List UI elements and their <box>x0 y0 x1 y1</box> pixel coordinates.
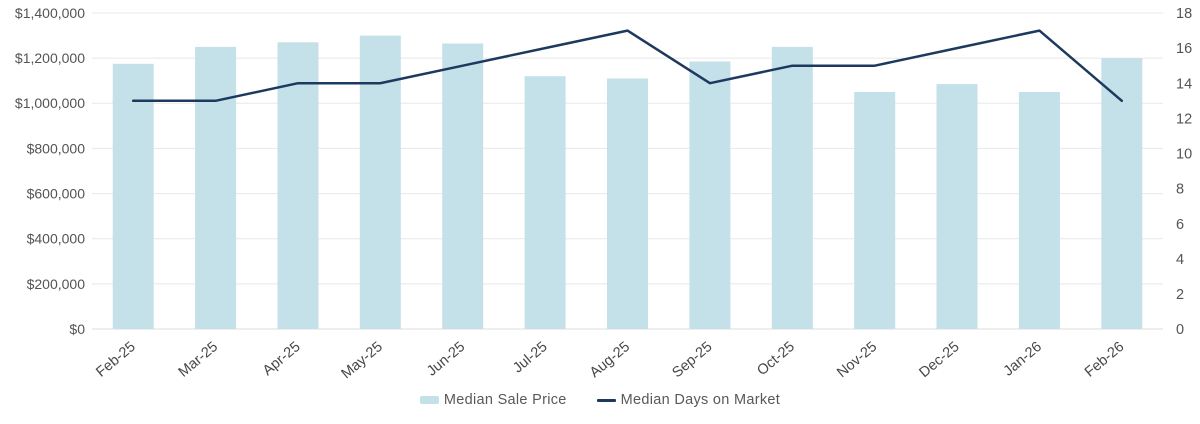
left-axis-tick-label: $1,000,000 <box>15 95 85 111</box>
right-axis-tick-label: 10 <box>1176 146 1192 162</box>
left-axis-tick-label: $1,400,000 <box>15 5 85 21</box>
left-axis-tick-label: $1,200,000 <box>15 50 85 66</box>
x-axis-label-may-25: May-25 <box>339 339 386 382</box>
bar-oct-25 <box>771 46 813 330</box>
bar-mar-25 <box>195 46 237 330</box>
right-axis-tick-label: 2 <box>1176 287 1184 303</box>
bar-jan-26 <box>1018 92 1060 329</box>
bar-jul-25 <box>524 76 566 329</box>
x-axis-label-nov-25: Nov-25 <box>834 339 880 381</box>
bar-jun-25 <box>442 43 484 329</box>
left-axis-tick-label: $600,000 <box>27 186 86 202</box>
right-axis-tick-label: 6 <box>1176 217 1184 233</box>
left-axis-tick-label: $400,000 <box>27 231 86 247</box>
left-axis-tick-label: $800,000 <box>27 140 86 156</box>
bar-feb-26 <box>1101 58 1143 329</box>
right-axis-tick-label: 14 <box>1176 76 1192 92</box>
legend-item-median-sale-price: Median Sale Price <box>419 392 567 408</box>
bar-apr-25 <box>277 42 319 330</box>
bar-aug-25 <box>607 78 648 329</box>
bar-series-median-sale-price <box>112 35 1143 330</box>
right-axis-tick-label: 12 <box>1176 111 1192 127</box>
x-axis-label-mar-25: Mar-25 <box>176 339 221 381</box>
line-series-median-days-on-market <box>131 29 1124 103</box>
left-axis-tick-label: $200,000 <box>27 276 86 292</box>
right-axis-tick-label: 8 <box>1176 182 1184 198</box>
chart-legend: Median Sale Price Median Days on Market <box>0 392 1200 408</box>
x-axis-label-feb-26: Feb-26 <box>1082 339 1127 381</box>
x-axis-label-feb-25: Feb-25 <box>93 339 138 381</box>
x-axis-label-jun-25: Jun-25 <box>424 339 468 380</box>
bar-sep-25 <box>689 61 731 329</box>
bar-series-swatch-icon <box>419 396 439 404</box>
bar-feb-25 <box>112 63 154 330</box>
right-axis-labels: 0 2 4 6 8 10 12 14 16 18 <box>1176 6 1192 338</box>
legend-label-median-days-on-market: Median Days on Market <box>620 392 781 408</box>
bar-dec-25 <box>936 84 978 329</box>
x-axis-label-jan-26: Jan-26 <box>1001 339 1045 380</box>
right-axis-tick-label: 16 <box>1176 41 1192 57</box>
x-axis-label-sep-25: Sep-25 <box>669 339 715 381</box>
right-axis-tick-label: 0 <box>1176 322 1184 338</box>
x-axis-label-dec-25: Dec-25 <box>916 339 962 381</box>
x-axis-label-jul-25: Jul-25 <box>510 339 551 377</box>
legend-item-median-days-on-market: Median Days on Market <box>596 392 781 408</box>
right-axis-tick-label: 18 <box>1176 6 1192 22</box>
line-series-swatch-icon <box>596 398 616 402</box>
x-axis-label-aug-25: Aug-25 <box>587 339 633 381</box>
bar-may-25 <box>359 35 401 329</box>
left-axis-labels: $0 $200,000 $400,000 $600,000 $800,000 $1,000… <box>15 5 85 337</box>
x-axis-label-oct-25: Oct-25 <box>754 339 798 379</box>
x-axis-label-apr-25: Apr-25 <box>260 339 304 379</box>
left-axis-tick-label: $0 <box>69 321 85 337</box>
right-axis-tick-label: 4 <box>1176 252 1184 268</box>
x-axis-labels: Feb-25 Mar-25 Apr-25 May-25 Jun-25 Jul-25 Aug-… <box>93 339 1127 382</box>
bar-nov-25 <box>854 92 896 329</box>
legend-label-median-sale-price: Median Sale Price <box>443 392 567 408</box>
